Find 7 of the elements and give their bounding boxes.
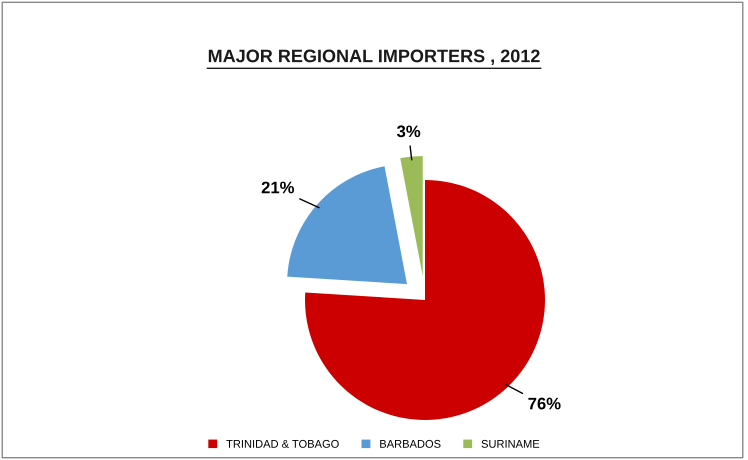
- chart-title: MAJOR REGIONAL IMPORTERS , 2012: [208, 50, 540, 65]
- data-label: 76%: [528, 398, 561, 410]
- data-label: 3%: [396, 125, 420, 138]
- legend-label: BARBADOS: [380, 440, 441, 448]
- legend-label: TRINIDAD & TOBAGO: [226, 440, 339, 448]
- legend-label: SURINAME: [482, 440, 540, 448]
- data-label: 21%: [262, 182, 294, 194]
